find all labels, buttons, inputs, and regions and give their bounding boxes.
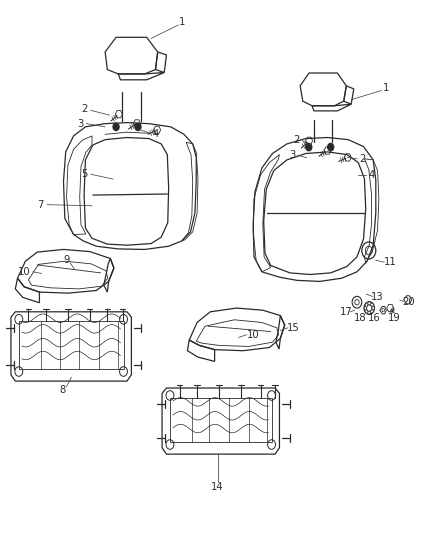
Text: 20: 20 [402, 297, 414, 306]
Circle shape [135, 123, 141, 131]
Text: 9: 9 [64, 255, 70, 264]
Text: 5: 5 [81, 169, 88, 179]
Text: 2: 2 [293, 135, 300, 145]
Text: 16: 16 [368, 313, 381, 322]
Text: 3: 3 [77, 119, 83, 128]
Circle shape [306, 143, 312, 151]
Text: 10: 10 [18, 267, 30, 277]
Text: 7: 7 [38, 200, 44, 209]
Text: 2: 2 [359, 155, 365, 164]
Text: 18: 18 [354, 313, 367, 322]
Text: 11: 11 [384, 257, 397, 267]
Text: 1: 1 [383, 83, 389, 93]
Text: 19: 19 [388, 313, 401, 322]
Text: 10: 10 [247, 330, 259, 340]
Text: 3: 3 [289, 150, 295, 160]
Text: 15: 15 [286, 323, 300, 333]
Text: 4: 4 [152, 130, 159, 139]
Text: 17: 17 [339, 307, 353, 317]
Text: 14: 14 [212, 482, 224, 491]
Text: 1: 1 [179, 18, 185, 27]
Circle shape [328, 143, 334, 151]
Text: 13: 13 [371, 292, 384, 302]
Text: 4: 4 [368, 170, 374, 180]
Text: 8: 8 [59, 385, 65, 395]
Circle shape [113, 123, 119, 131]
Text: 2: 2 [81, 104, 88, 114]
